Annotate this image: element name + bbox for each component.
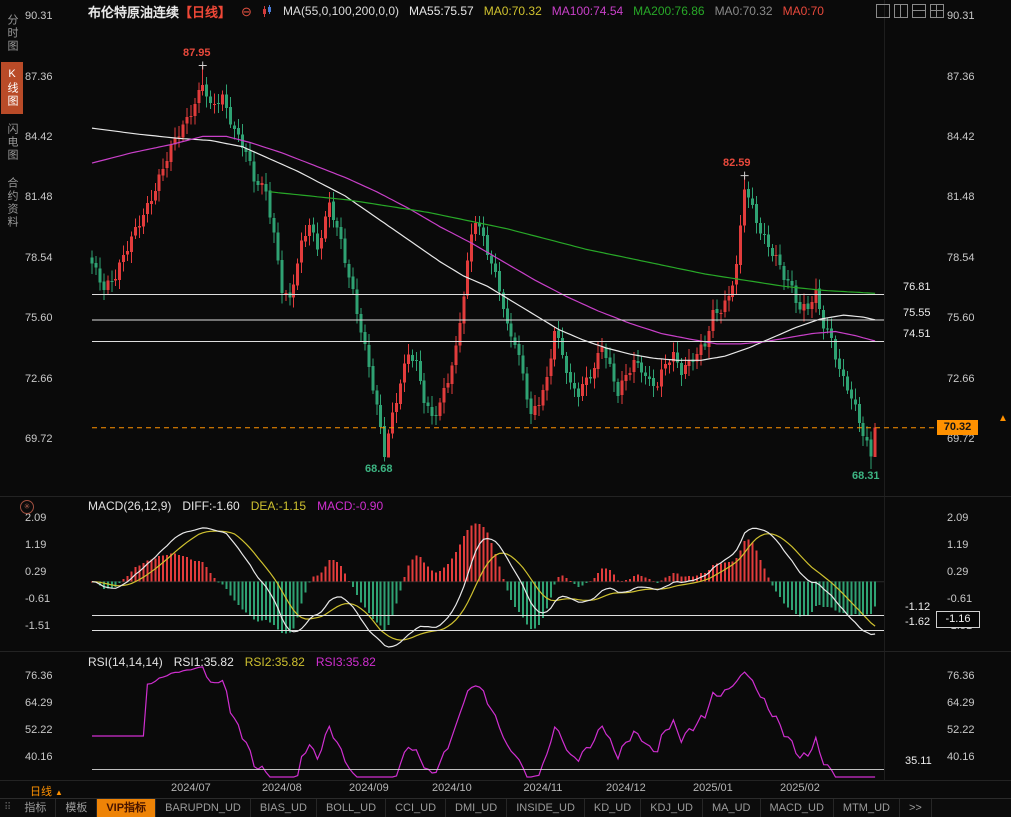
toolbar-item-bias[interactable]: BIAS_UD — [251, 799, 317, 817]
macd-title: MACD(26,12,9) — [88, 499, 171, 513]
ma0-value-3: MA0:70 — [783, 4, 824, 18]
drag-handle-icon[interactable]: ⠿ — [0, 799, 15, 817]
overlay-remove-icon[interactable]: ⊖ — [241, 5, 252, 18]
rsi1-value: RSI1:35.82 — [174, 655, 234, 669]
toolbar-item-macd[interactable]: MACD_UD — [761, 799, 834, 817]
symbol-title: 布伦特原油连续 — [88, 2, 179, 21]
toolbar-item-mtm[interactable]: MTM_UD — [834, 799, 900, 817]
rsi-hline-label: 35.11 — [905, 755, 932, 767]
toolbar-item-boll[interactable]: BOLL_UD — [317, 799, 386, 817]
toolbar-more-button[interactable]: >> — [900, 799, 932, 817]
ma200-value: MA200:76.86 — [633, 4, 704, 18]
macd-diff-value: DIFF:-1.60 — [182, 499, 239, 513]
hline-label-74-51: 74.51 — [903, 328, 931, 340]
ma100-value: MA100:74.54 — [552, 4, 623, 18]
dropdown-up-icon: ▲ — [55, 788, 63, 797]
indicator-toolbar: ⠿ 指标 模板 VIP指标 BARUPDN_UD BIAS_UD BOLL_UD… — [0, 798, 1011, 817]
macd-legend: MACD(26,12,9) DIFF:-1.60 DEA:-1.15 MACD:… — [88, 499, 383, 513]
hline-label-75-55: 75.55 — [903, 307, 931, 319]
period-selector[interactable]: 日线▲ — [30, 783, 63, 799]
sidebar-item-flash-chart[interactable]: 闪电图 — [1, 117, 23, 168]
sidebar-item-minute-chart[interactable]: 分时图 — [1, 8, 23, 59]
layout-icons-group — [876, 4, 944, 18]
toolbar-item-barupdn[interactable]: BARUPDN_UD — [156, 799, 251, 817]
annotation-low-1: 68.68 — [365, 463, 393, 475]
indicator-cycle-icon[interactable]: ✳ — [20, 500, 34, 514]
macd-hist-value: MACD:-0.90 — [317, 499, 383, 513]
sidebar-item-contract-info[interactable]: 合约资料 — [1, 171, 23, 235]
chart-header: 布伦特原油连续 【日线】 ⊖ MA(55,0,100,200,0,0) MA55… — [88, 3, 824, 19]
rsi-legend: RSI(14,14,14) RSI1:35.82 RSI2:35.82 RSI3… — [88, 655, 376, 669]
annotation-low-2: 68.31 — [852, 470, 880, 482]
hline-label-76-81: 76.81 — [903, 281, 931, 293]
panel-divider — [0, 780, 1011, 781]
annotation-high-2: 82.59 — [723, 157, 751, 169]
ma55-value: MA55:75.57 — [409, 4, 474, 18]
macd-hline-label-1: -1.12 — [905, 601, 930, 613]
toolbar-item-inside[interactable]: INSIDE_UD — [507, 799, 585, 817]
layout-split-horizontal-icon[interactable] — [912, 4, 926, 18]
jump-to-latest-icon[interactable]: ▲ — [998, 413, 1008, 424]
layout-split-vertical-icon[interactable] — [894, 4, 908, 18]
layout-single-icon[interactable] — [876, 4, 890, 18]
toolbar-item-vip-indicator[interactable]: VIP指标 — [97, 799, 156, 817]
annotation-high-1: 87.95 — [183, 47, 211, 59]
panel-divider — [0, 496, 1011, 497]
panel-divider — [0, 651, 1011, 652]
toolbar-item-ma[interactable]: MA_UD — [703, 799, 761, 817]
toolbar-item-template[interactable]: 模板 — [56, 799, 97, 817]
macd-hline-label-2: -1.62 — [905, 616, 930, 628]
toolbar-item-dmi[interactable]: DMI_UD — [446, 799, 507, 817]
sidebar: 分时图 K线图 闪电图 合约资料 — [1, 8, 19, 238]
period-label: 日线 — [30, 786, 52, 798]
last-price-tag: 70.32 — [937, 420, 978, 435]
chart-canvas[interactable] — [0, 0, 1011, 817]
toolbar-item-kdj[interactable]: KDJ_UD — [641, 799, 703, 817]
toolbar-item-indicator[interactable]: 指标 — [15, 799, 56, 817]
period-tag: 【日线】 — [179, 2, 231, 21]
ma0-value-2: MA0:70.32 — [715, 4, 773, 18]
toolbar-item-kd[interactable]: KD_UD — [585, 799, 641, 817]
ma-settings-label: MA(55,0,100,200,0,0) — [283, 4, 399, 18]
macd-dea-value: DEA:-1.15 — [251, 499, 306, 513]
trading-app-window: 90.3190.3187.3687.3684.4284.4281.4881.48… — [0, 0, 1011, 817]
rsi-title: RSI(14,14,14) — [88, 655, 163, 669]
kline-indicator-icon[interactable] — [262, 5, 273, 18]
macd-value-tag: -1.16 — [936, 611, 980, 628]
rsi3-value: RSI3:35.82 — [316, 655, 376, 669]
sidebar-item-kline-chart[interactable]: K线图 — [1, 62, 23, 114]
layout-grid-icon[interactable] — [930, 4, 944, 18]
rsi2-value: RSI2:35.82 — [245, 655, 305, 669]
ma0-value-1: MA0:70.32 — [484, 4, 542, 18]
toolbar-item-cci[interactable]: CCI_UD — [386, 799, 446, 817]
symbol-title-wrap: 布伦特原油连续 【日线】 — [88, 2, 231, 21]
